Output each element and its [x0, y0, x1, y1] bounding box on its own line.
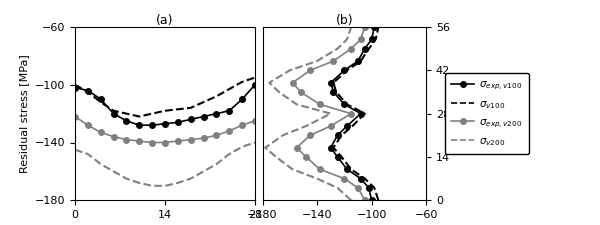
Title: (a): (a) — [156, 14, 174, 27]
Title: (b): (b) — [335, 14, 353, 27]
Y-axis label: Residual stress [MPa]: Residual stress [MPa] — [19, 54, 29, 173]
Y-axis label: y [mm]: y [mm] — [455, 91, 469, 136]
Legend: $\sigma_{exp,v100}$, $\sigma_{v100}$, $\sigma_{exp,v200}$, $\sigma_{v200}$: $\sigma_{exp,v100}$, $\sigma_{v100}$, $\… — [445, 73, 529, 154]
